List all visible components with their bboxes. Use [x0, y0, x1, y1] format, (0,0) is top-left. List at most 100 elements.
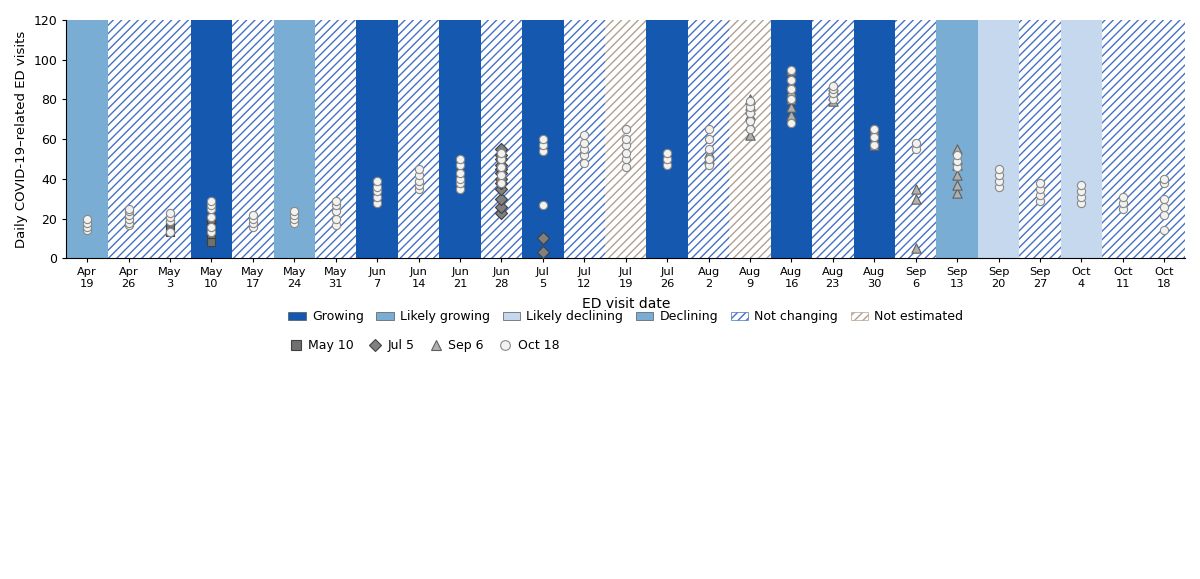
Point	[409, 164, 428, 174]
Point	[450, 160, 469, 170]
Bar	[564, 20, 605, 258]
Bar	[812, 20, 853, 258]
Point	[865, 141, 884, 150]
Point	[575, 144, 594, 153]
Point	[202, 222, 221, 231]
Point	[740, 124, 760, 134]
Point	[1031, 190, 1050, 199]
Point	[119, 214, 138, 223]
Point	[492, 194, 511, 203]
Legend: May 10, Jul 5, Sep 6, Oct 18: May 10, Jul 5, Sep 6, Oct 18	[284, 334, 564, 357]
Point	[119, 210, 138, 219]
Point	[202, 226, 221, 235]
Point	[326, 214, 346, 223]
Point	[326, 206, 346, 215]
Point	[782, 119, 802, 128]
Point	[616, 148, 635, 157]
Point	[823, 85, 842, 94]
Point	[575, 151, 594, 160]
Point	[244, 222, 263, 231]
Point	[865, 124, 884, 134]
Bar	[647, 20, 688, 258]
Point	[906, 194, 925, 203]
Point	[1154, 178, 1174, 188]
Point	[161, 228, 180, 237]
Point	[450, 184, 469, 193]
Point	[202, 200, 221, 209]
Point	[367, 198, 386, 207]
Point	[492, 168, 511, 178]
Point	[698, 155, 718, 164]
Point	[161, 212, 180, 221]
Point	[119, 220, 138, 229]
Point	[326, 220, 346, 229]
Point	[782, 95, 802, 104]
Point	[284, 206, 304, 215]
Point	[782, 65, 802, 74]
Point	[161, 208, 180, 217]
Bar	[853, 20, 895, 258]
Bar	[1019, 20, 1061, 258]
Point	[367, 186, 386, 195]
Point	[202, 216, 221, 225]
Point	[948, 160, 967, 170]
Point	[533, 134, 552, 144]
Bar	[316, 20, 356, 258]
Point	[161, 228, 180, 237]
Bar	[895, 20, 936, 258]
Point	[698, 155, 718, 164]
Bar	[564, 20, 605, 258]
Point	[782, 79, 802, 88]
Point	[492, 208, 511, 217]
Point	[698, 124, 718, 134]
Point	[161, 220, 180, 229]
Bar	[688, 20, 730, 258]
Point	[740, 105, 760, 114]
Point	[823, 89, 842, 98]
Point	[948, 144, 967, 153]
Point	[492, 164, 511, 174]
Bar	[191, 20, 232, 258]
Point	[492, 162, 511, 171]
Point	[740, 97, 760, 106]
Bar	[978, 20, 1019, 258]
Point	[244, 218, 263, 227]
Point	[367, 176, 386, 185]
Point	[78, 226, 97, 235]
Bar	[1144, 20, 1186, 258]
Bar	[481, 20, 522, 258]
Bar	[439, 20, 481, 258]
Point	[1154, 226, 1174, 235]
Bar	[605, 20, 647, 258]
Point	[575, 158, 594, 167]
Point	[119, 204, 138, 213]
Point	[782, 65, 802, 74]
Point	[698, 144, 718, 153]
Point	[1114, 192, 1133, 201]
Point	[865, 134, 884, 144]
Point	[1072, 180, 1091, 189]
Bar	[522, 20, 564, 258]
Point	[865, 133, 884, 142]
Point	[865, 124, 884, 134]
Point	[616, 162, 635, 171]
Point	[989, 164, 1008, 174]
Point	[367, 192, 386, 201]
Point	[658, 160, 677, 170]
Point	[823, 85, 842, 94]
Bar	[316, 20, 356, 258]
Point	[823, 95, 842, 104]
Point	[616, 134, 635, 144]
Bar	[66, 20, 108, 258]
Point	[533, 234, 552, 243]
Point	[782, 87, 802, 96]
Point	[533, 200, 552, 209]
Point	[492, 178, 511, 188]
Point	[658, 155, 677, 164]
Point	[492, 174, 511, 184]
Point	[1114, 198, 1133, 207]
Bar	[356, 20, 398, 258]
Point	[740, 116, 760, 126]
Bar	[274, 20, 316, 258]
Point	[492, 202, 511, 211]
